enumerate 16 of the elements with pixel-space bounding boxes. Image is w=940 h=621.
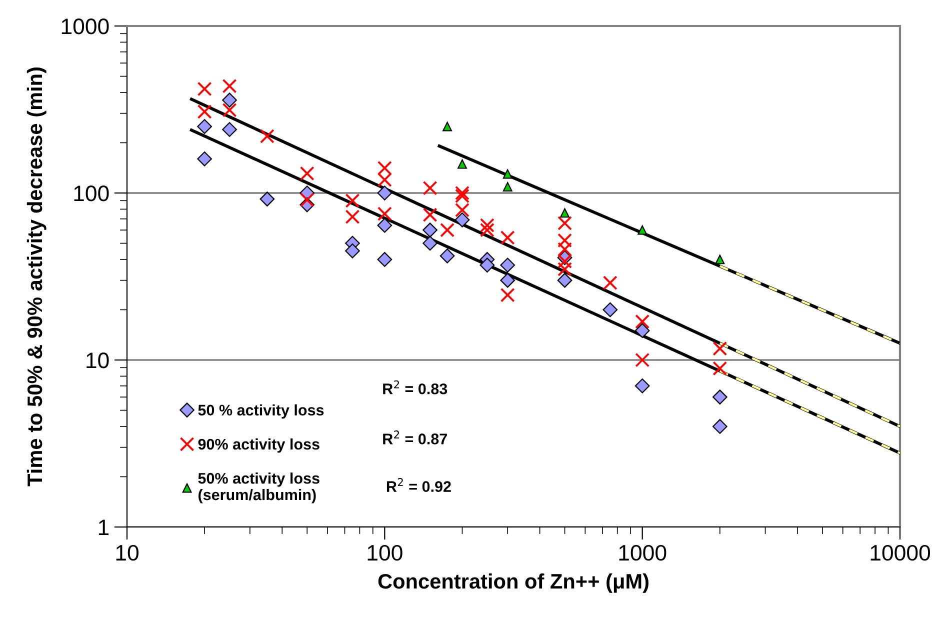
y-tick-label: 100 [74, 186, 109, 202]
y-tick-label: 1000 [62, 18, 109, 34]
y-tick-label: 10 [86, 352, 109, 368]
x-axis-title: Concentration of Zn++ (μM) [378, 573, 648, 593]
legend-label: 50 % activity loss [198, 404, 324, 419]
annotation: R$^{2}$ = 0.92 [386, 478, 451, 492]
legend-label: 90% activity loss [198, 438, 320, 453]
x-tick-label: 1000 [619, 544, 666, 561]
x-tick-label: 10 [116, 544, 138, 561]
annotation: R$^{2}$ = 0.83 [383, 380, 448, 394]
y-tick-label: 1 [98, 520, 109, 536]
x-tick-label: 10000 [870, 544, 930, 561]
legend-label: 50% activity loss (serum/albumin) [198, 472, 320, 504]
y-axis-title: Time to 50% & 90% activity decrease (min) [26, 68, 46, 486]
annotation: R$^{2}$ = 0.87 [383, 430, 447, 444]
x-tick-label: 100 [368, 544, 402, 561]
